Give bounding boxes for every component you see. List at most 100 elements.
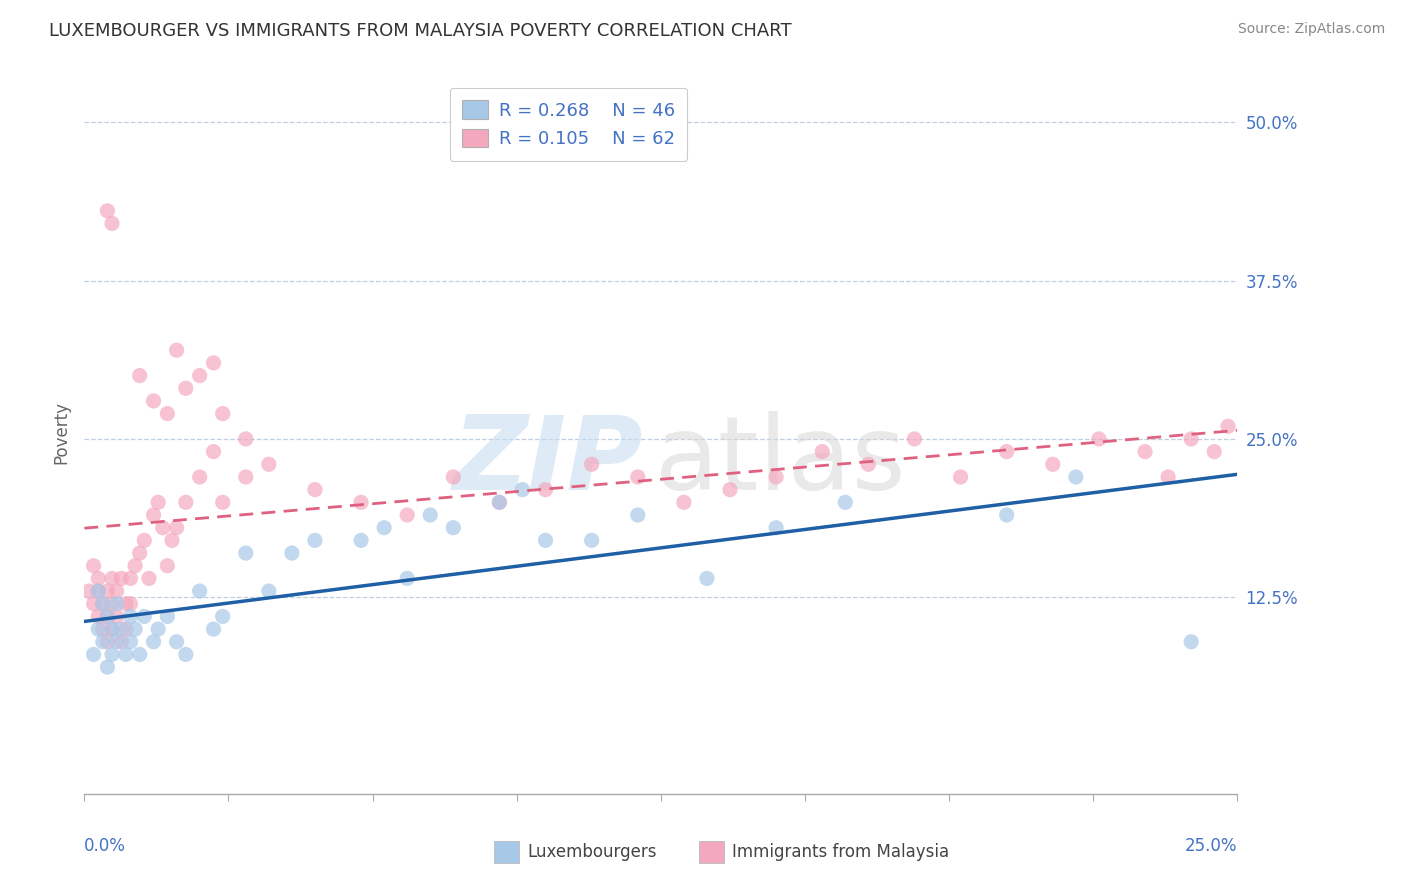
Text: LUXEMBOURGER VS IMMIGRANTS FROM MALAYSIA POVERTY CORRELATION CHART: LUXEMBOURGER VS IMMIGRANTS FROM MALAYSIA… (49, 22, 792, 40)
Point (174, 495, 197, 509)
Text: ZIP: ZIP (453, 411, 644, 512)
Point (166, 343, 188, 358)
FancyBboxPatch shape (699, 841, 724, 863)
Point (534, 483, 557, 497)
Point (995, 444, 1018, 458)
Point (83, 648, 105, 662)
Point (834, 495, 856, 509)
Point (105, 634, 128, 648)
Point (1216, 419, 1239, 434)
Point (91, 597, 114, 611)
Point (488, 495, 510, 509)
Point (120, 609, 142, 624)
Point (235, 470, 257, 484)
Point (105, 584, 128, 599)
Point (96, 203, 118, 218)
Point (101, 622, 124, 636)
Point (146, 622, 169, 636)
Point (120, 634, 142, 648)
Point (142, 393, 165, 408)
Point (96, 584, 118, 599)
Point (156, 558, 179, 573)
Point (304, 483, 326, 497)
Point (101, 597, 124, 611)
Point (105, 609, 128, 624)
Point (188, 368, 211, 383)
Point (166, 634, 188, 648)
Point (91, 634, 114, 648)
Point (627, 508, 650, 522)
Point (949, 470, 972, 484)
Point (128, 648, 150, 662)
Point (115, 648, 138, 662)
Point (115, 622, 138, 636)
Point (110, 622, 132, 636)
Point (96, 609, 118, 624)
Point (120, 597, 142, 611)
Point (304, 533, 326, 548)
Point (202, 622, 225, 636)
Text: atlas: atlas (655, 411, 907, 512)
Point (77, 584, 100, 599)
Text: Immigrants from Malaysia: Immigrants from Malaysia (733, 843, 949, 861)
Point (1064, 470, 1087, 484)
Point (350, 495, 373, 509)
Point (120, 571, 142, 585)
Point (281, 546, 304, 560)
Point (765, 470, 787, 484)
Point (96, 609, 118, 624)
Point (441, 521, 464, 535)
Point (188, 470, 211, 484)
Point (1180, 634, 1202, 648)
Point (581, 533, 603, 548)
Point (87, 571, 110, 585)
Point (105, 597, 128, 611)
Point (188, 584, 211, 599)
Point (627, 470, 650, 484)
Point (83, 597, 105, 611)
Text: Source: ZipAtlas.com: Source: ZipAtlas.com (1237, 22, 1385, 37)
Point (1042, 458, 1064, 472)
Point (142, 508, 165, 522)
Point (1157, 470, 1180, 484)
Point (211, 609, 233, 624)
Point (87, 584, 110, 599)
Point (202, 356, 225, 370)
Point (91, 597, 114, 611)
Point (110, 634, 132, 648)
Text: Luxembourgers: Luxembourgers (527, 843, 657, 861)
Point (166, 521, 188, 535)
Point (811, 444, 834, 458)
Point (96, 660, 118, 674)
Point (124, 622, 146, 636)
Point (138, 571, 160, 585)
Point (512, 483, 534, 497)
Point (235, 432, 257, 446)
Point (765, 521, 787, 535)
Point (101, 571, 124, 585)
Point (134, 609, 156, 624)
Point (83, 558, 105, 573)
Point (128, 368, 150, 383)
Point (718, 483, 741, 497)
Point (211, 495, 233, 509)
Point (858, 458, 880, 472)
Point (96, 634, 118, 648)
Point (146, 495, 169, 509)
Point (995, 508, 1018, 522)
Point (142, 634, 165, 648)
Point (396, 571, 419, 585)
Point (1133, 444, 1156, 458)
Point (174, 648, 197, 662)
Point (87, 584, 110, 599)
Point (696, 571, 718, 585)
Point (534, 533, 557, 548)
FancyBboxPatch shape (494, 841, 519, 863)
Point (160, 533, 183, 548)
Text: 25.0%: 25.0% (1185, 838, 1237, 855)
Point (257, 584, 280, 599)
Point (156, 407, 179, 421)
Point (101, 217, 124, 231)
Y-axis label: Poverty: Poverty (52, 401, 70, 464)
Legend: R = 0.268    N = 46, R = 0.105    N = 62: R = 0.268 N = 46, R = 0.105 N = 62 (450, 87, 688, 161)
